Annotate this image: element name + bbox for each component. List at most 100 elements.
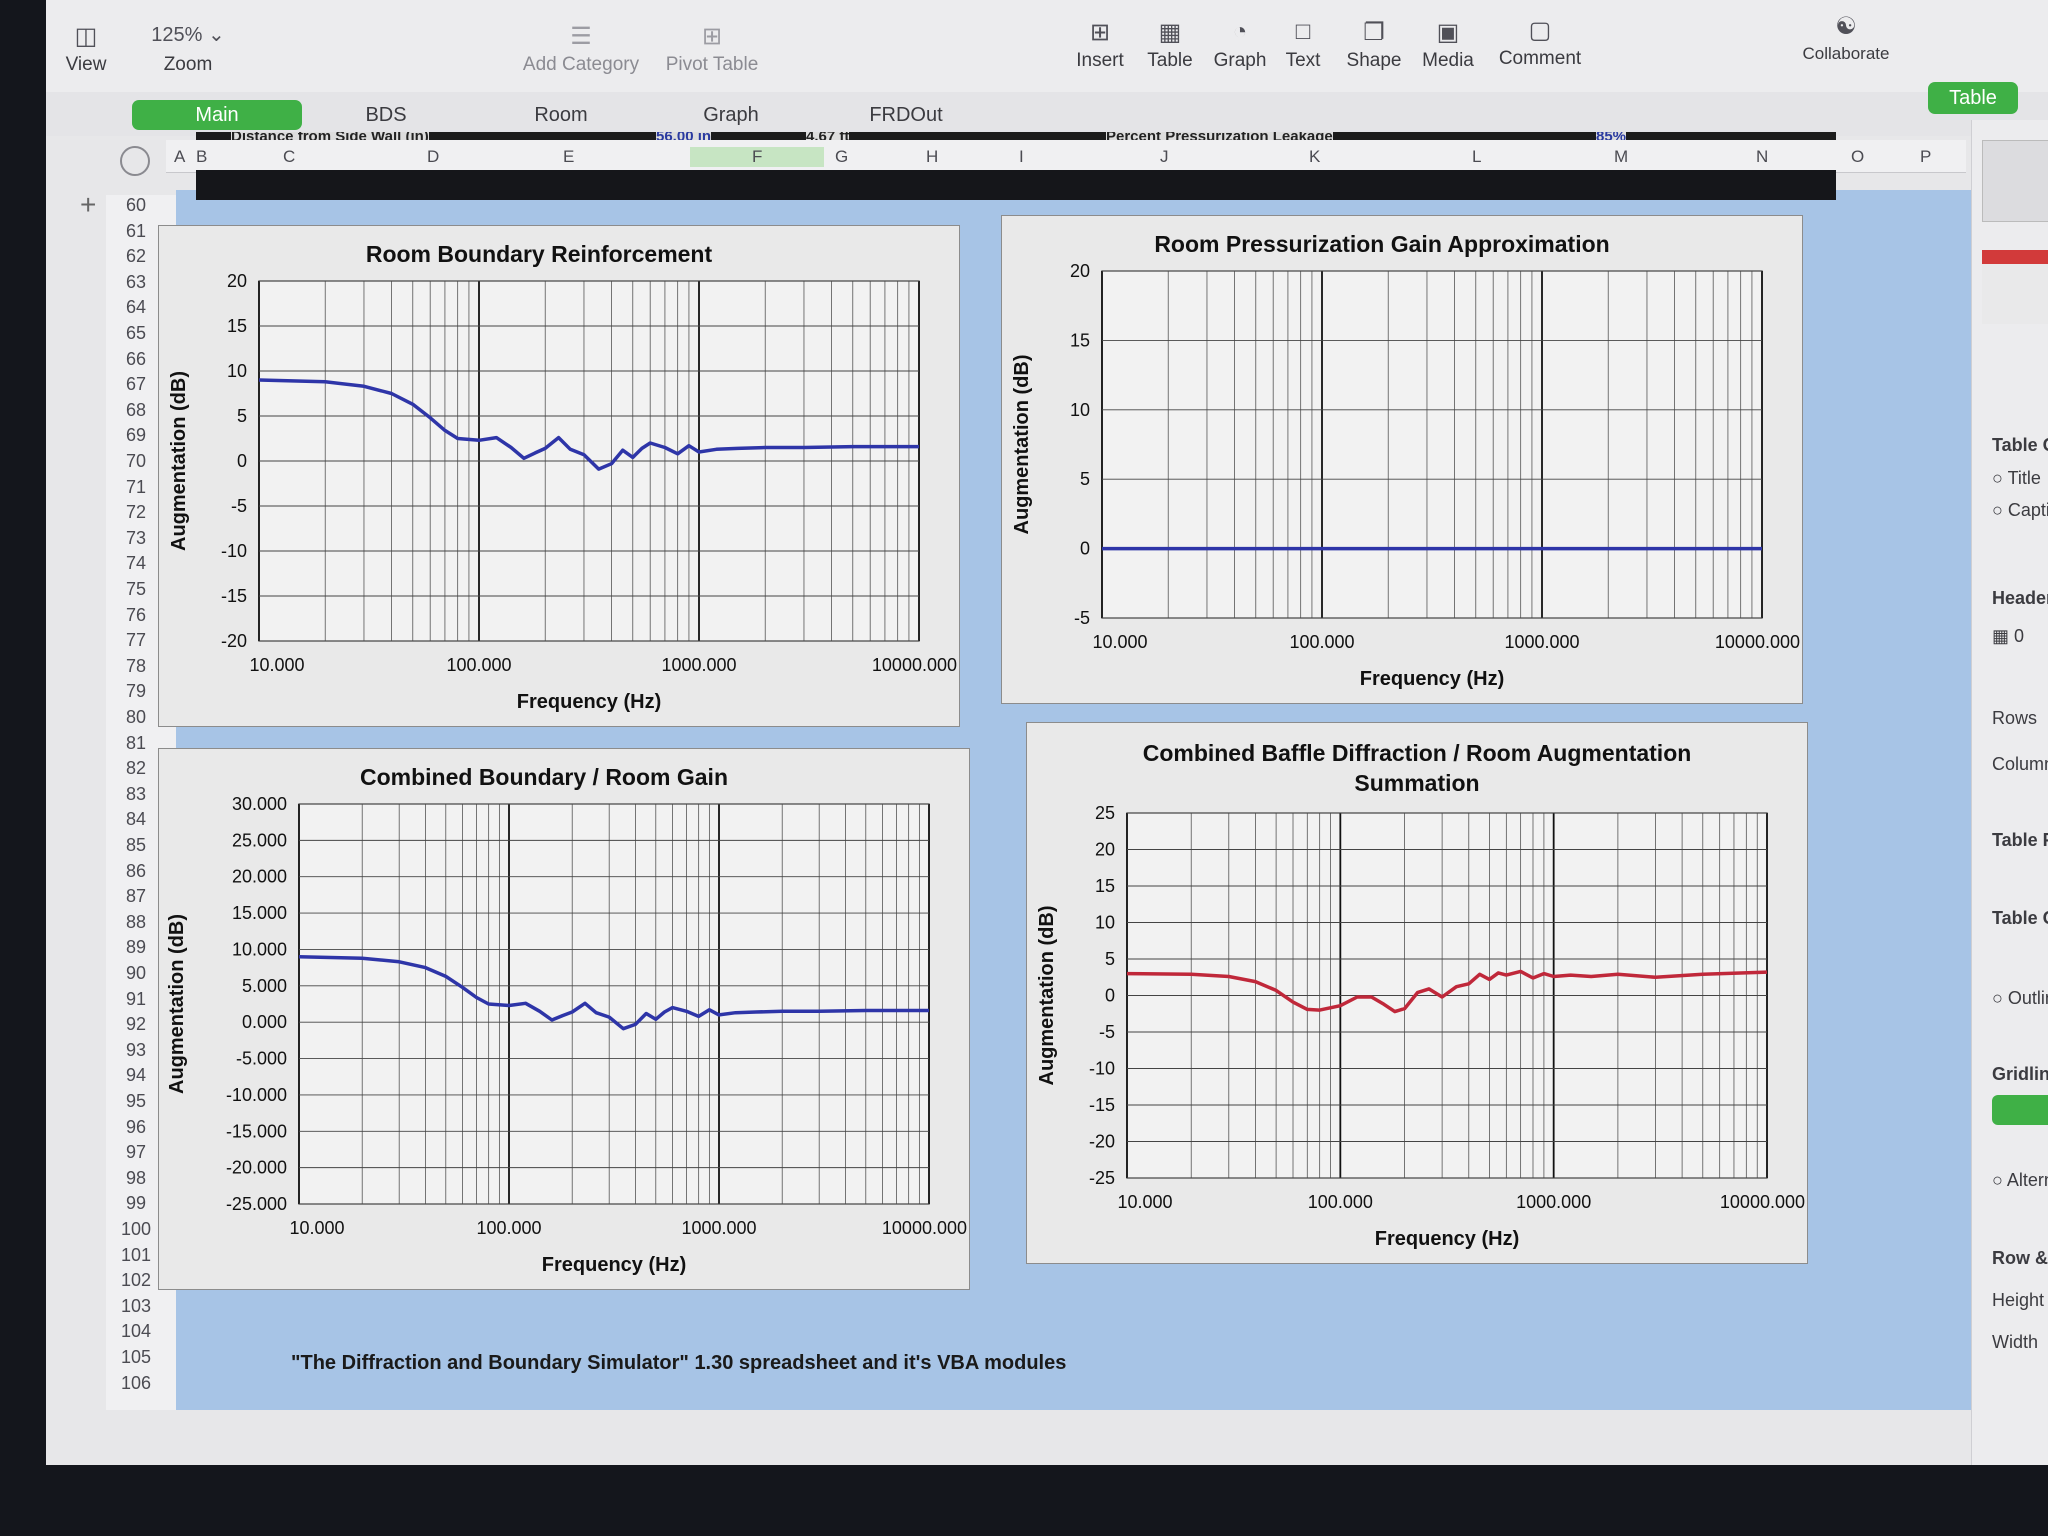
row-header[interactable]: 91 bbox=[125, 988, 147, 1009]
row-header[interactable]: 102 bbox=[120, 1270, 152, 1291]
row-header[interactable]: 88 bbox=[125, 911, 147, 932]
y-tick-label: 0.000 bbox=[242, 1012, 287, 1032]
row-header[interactable]: 99 bbox=[125, 1193, 147, 1214]
shape-button[interactable]: ❐ Shape bbox=[1336, 18, 1412, 72]
row-header[interactable]: 79 bbox=[125, 681, 147, 702]
row-header[interactable]: 105 bbox=[120, 1347, 152, 1367]
row-header[interactable]: 66 bbox=[125, 348, 147, 369]
row-header[interactable]: 77 bbox=[125, 630, 147, 651]
tab-bds[interactable]: BDS bbox=[365, 104, 407, 126]
column-header[interactable]: L bbox=[1472, 147, 1482, 166]
row-header[interactable]: 95 bbox=[125, 1091, 147, 1111]
row-header[interactable]: 71 bbox=[125, 476, 147, 497]
chart-title: Combined Baffle Diffraction / Room Augme… bbox=[1143, 740, 1692, 766]
row-header[interactable]: 96 bbox=[125, 1116, 147, 1137]
gridlines-toggle[interactable] bbox=[1992, 1095, 2048, 1125]
row-header[interactable]: 61 bbox=[125, 220, 147, 241]
add-sheet-icon[interactable]: + bbox=[80, 189, 97, 220]
zoom-control[interactable]: 125% ⌄ Zoom bbox=[138, 22, 238, 76]
graph-button[interactable]: ◔ Graph bbox=[1202, 18, 1278, 72]
table-style-thumbnail-red[interactable] bbox=[1982, 250, 2048, 324]
collaborate-button[interactable]: ☯ Collaborate bbox=[1786, 12, 1906, 64]
media-label: Media bbox=[1422, 50, 1474, 71]
add-category-button[interactable]: ☰ Add Category bbox=[516, 22, 646, 76]
row-header[interactable]: 63 bbox=[125, 271, 147, 292]
row-header[interactable]: 76 bbox=[125, 604, 147, 625]
row-header[interactable]: 81 bbox=[125, 732, 147, 753]
row-header[interactable]: 78 bbox=[125, 655, 147, 676]
row-header[interactable]: 80 bbox=[125, 707, 147, 727]
row-header[interactable]: 68 bbox=[125, 399, 147, 420]
x-tick-label: 10.000 bbox=[249, 655, 304, 675]
column-header[interactable]: H bbox=[926, 147, 939, 166]
tab-frdout[interactable]: FRDOut bbox=[869, 104, 943, 126]
row-header[interactable]: 104 bbox=[120, 1321, 152, 1342]
column-header[interactable]: A bbox=[174, 147, 186, 166]
title-checkbox[interactable]: ○ Title bbox=[1992, 468, 2041, 488]
column-header[interactable]: P bbox=[1920, 147, 1932, 166]
text-button[interactable]: □ Text bbox=[1270, 18, 1336, 72]
column-header[interactable]: N bbox=[1756, 147, 1769, 166]
row-header[interactable]: 86 bbox=[125, 860, 147, 881]
chart-room-boundary-reinforcement[interactable]: 20 15 10 5 0 -5 -10 -15 -20 10.000 100.000 1000.000… bbox=[158, 225, 960, 727]
table-button[interactable]: ▦ Table bbox=[1132, 18, 1208, 72]
row-header[interactable]: 83 bbox=[125, 783, 147, 804]
row-header[interactable]: 72 bbox=[125, 502, 147, 523]
select-all-corner[interactable] bbox=[120, 146, 150, 176]
caption-checkbox[interactable]: ○ Caption bbox=[1992, 500, 2048, 520]
row-header[interactable]: 64 bbox=[125, 297, 147, 318]
table-style-thumbnail[interactable] bbox=[1982, 140, 2048, 222]
chart-combined-baffle-diffraction[interactable]: 25 20 15 10 5 0 -5 -10 -15 -20 -25 10.000 100.000 100… bbox=[1026, 722, 1808, 1264]
column-header[interactable]: K bbox=[1309, 147, 1321, 166]
column-header[interactable]: B bbox=[196, 147, 208, 166]
row-header[interactable]: 98 bbox=[125, 1167, 147, 1188]
chart-room-pressurization-gain[interactable]: 20 15 10 5 0 -5 10.000 100.000 1000.000 10000.000… bbox=[1001, 215, 1803, 704]
column-header[interactable]: D bbox=[427, 147, 440, 166]
row-header[interactable]: 101 bbox=[120, 1244, 152, 1265]
row-header[interactable]: 70 bbox=[125, 451, 147, 471]
row-header[interactable]: 82 bbox=[125, 758, 147, 779]
row-header[interactable]: 103 bbox=[120, 1295, 152, 1316]
row-header[interactable]: 62 bbox=[125, 246, 147, 267]
header-rows-stepper[interactable]: ▦ 0 bbox=[1992, 626, 2025, 646]
row-header[interactable]: 75 bbox=[125, 579, 147, 599]
row-header[interactable]: 89 bbox=[125, 937, 147, 958]
row-header[interactable]: 73 bbox=[125, 527, 147, 548]
y-tick-label: 5 bbox=[237, 406, 247, 426]
tab-graph[interactable]: Graph bbox=[703, 104, 759, 126]
format-table-tab[interactable]: Table bbox=[1928, 82, 2018, 114]
row-header[interactable]: 87 bbox=[125, 886, 147, 907]
row-header[interactable]: 94 bbox=[125, 1065, 147, 1086]
comment-button[interactable]: ▢ Comment bbox=[1490, 16, 1590, 70]
media-button[interactable]: ▣ Media bbox=[1408, 18, 1488, 72]
row-header[interactable]: 69 bbox=[125, 425, 147, 446]
row-header[interactable]: 90 bbox=[125, 963, 147, 983]
row-header[interactable]: 93 bbox=[125, 1039, 147, 1060]
column-header[interactable]: O bbox=[1851, 147, 1865, 166]
column-header[interactable]: I bbox=[1019, 147, 1024, 166]
column-header[interactable]: J bbox=[1160, 147, 1169, 166]
row-header[interactable]: 65 bbox=[125, 323, 147, 343]
row-header[interactable]: 100 bbox=[120, 1219, 152, 1239]
row-header[interactable]: 92 bbox=[125, 1014, 147, 1035]
column-header-selected[interactable]: F bbox=[690, 147, 825, 167]
row-header[interactable]: 67 bbox=[125, 374, 147, 395]
column-header[interactable]: E bbox=[563, 147, 575, 166]
outline-checkbox[interactable]: ○ Outline T bbox=[1992, 988, 2048, 1008]
row-header[interactable]: 84 bbox=[125, 809, 147, 830]
tab-room[interactable]: Room bbox=[534, 104, 588, 126]
row-header[interactable]: 74 bbox=[125, 553, 147, 574]
row-header[interactable]: 97 bbox=[125, 1142, 147, 1163]
insert-button[interactable]: ⊞ Insert bbox=[1062, 18, 1138, 72]
row-header[interactable]: 106 bbox=[120, 1372, 152, 1393]
column-header[interactable]: C bbox=[283, 147, 296, 166]
tab-main[interactable]: Main bbox=[132, 100, 302, 130]
view-button[interactable]: ◫ View bbox=[56, 22, 116, 76]
row-header[interactable]: 85 bbox=[125, 835, 147, 855]
chart-combined-boundary-room-gain[interactable]: 30.000 25.000 20.000 15.000 10.000 5.000 0.000… bbox=[158, 748, 970, 1290]
column-header[interactable]: G bbox=[835, 147, 849, 166]
row-header[interactable]: 60 bbox=[125, 195, 147, 215]
pivot-table-button[interactable]: ⊞ Pivot Table bbox=[652, 22, 772, 76]
alternating-checkbox[interactable]: ○ Alternatin bbox=[1992, 1170, 2048, 1190]
column-header[interactable]: M bbox=[1614, 147, 1629, 166]
